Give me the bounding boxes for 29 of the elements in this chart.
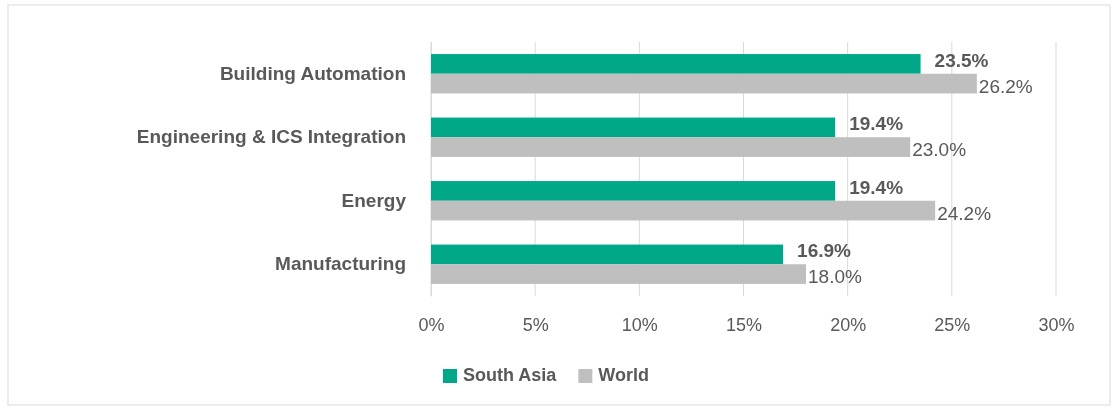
y-tick-label: Building Automation <box>219 62 406 84</box>
data-label: 23.5% <box>934 49 989 71</box>
y-tick-label: Manufacturing <box>275 253 406 275</box>
legend-label: South Asia <box>463 364 558 385</box>
data-label: 23.0% <box>912 139 967 161</box>
x-tick-label: 0% <box>418 314 445 335</box>
data-label: 26.2% <box>978 75 1033 97</box>
y-tick-label: Engineering & ICS Integration <box>136 126 406 148</box>
x-tick-label: 15% <box>725 314 763 335</box>
x-tick-label: 25% <box>934 314 971 335</box>
bar <box>431 244 784 265</box>
bar <box>431 181 836 201</box>
data-label: 19.4% <box>849 113 904 135</box>
data-label: 24.2% <box>937 202 992 224</box>
x-tick-label: 20% <box>830 314 867 335</box>
bar <box>431 73 977 94</box>
bar <box>431 54 921 74</box>
legend-label: World <box>598 364 650 385</box>
x-tick-label: 30% <box>1038 314 1075 335</box>
data-label: 16.9% <box>797 240 852 262</box>
bar <box>431 117 836 138</box>
x-tick-label: 5% <box>522 314 549 335</box>
x-tick-label: 10% <box>621 314 658 335</box>
bar <box>431 264 806 284</box>
bar <box>431 137 911 157</box>
data-label: 18.0% <box>808 266 862 288</box>
y-tick-label: Energy <box>341 189 407 211</box>
data-label: 19.4% <box>849 176 904 198</box>
bar <box>431 200 936 221</box>
